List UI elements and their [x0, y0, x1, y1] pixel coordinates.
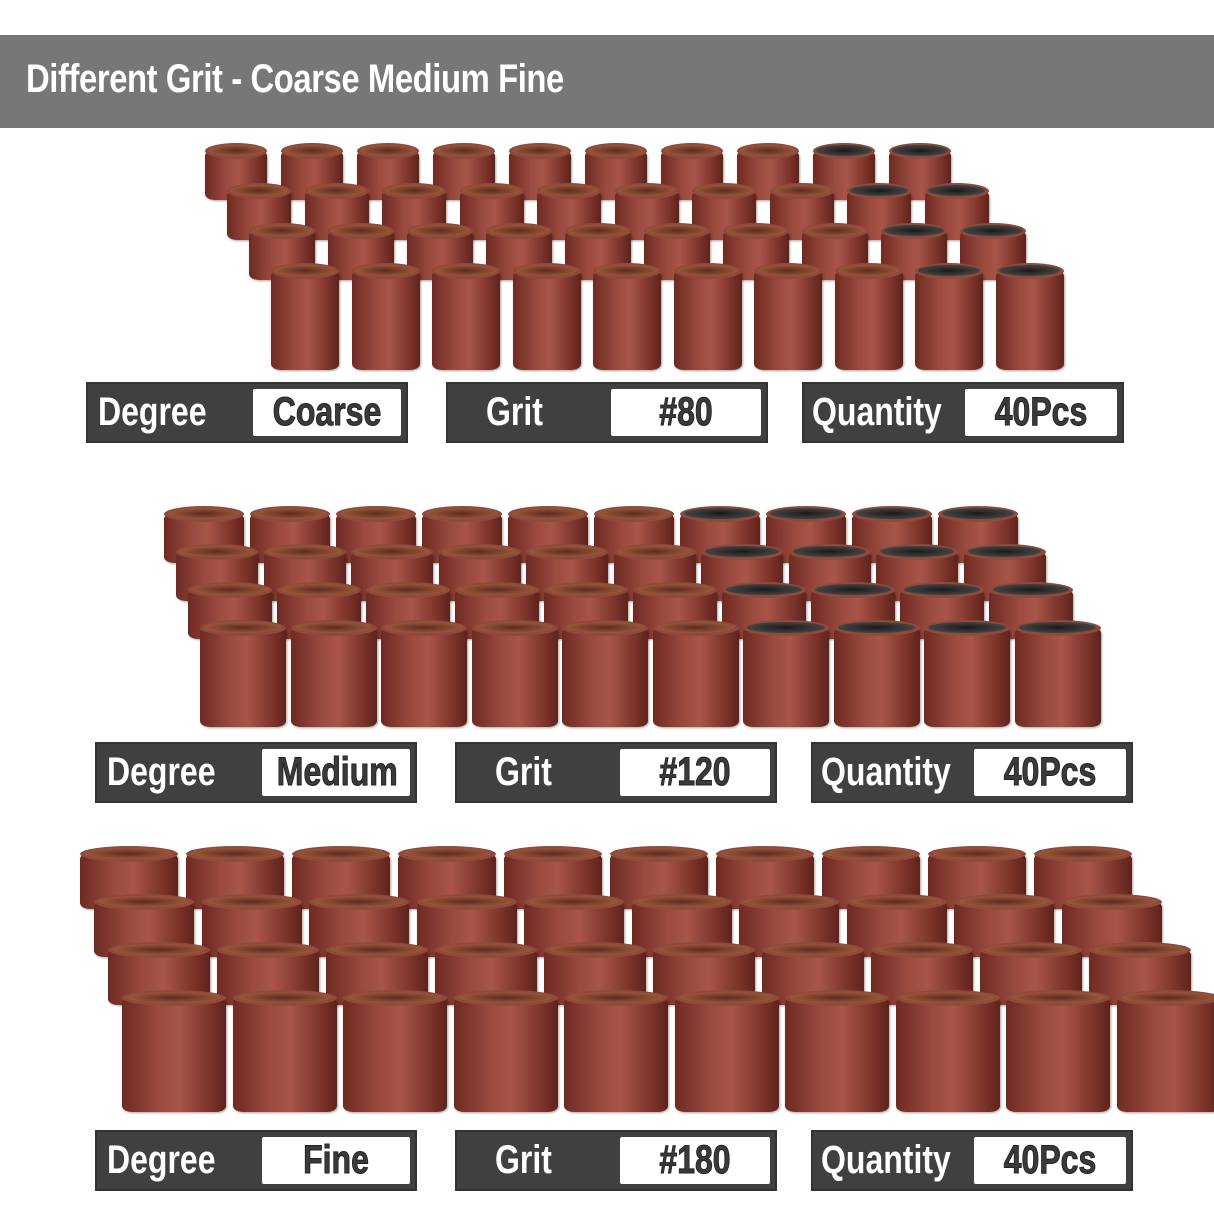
quantity-label: Quantity	[821, 750, 951, 794]
quantity-value-box: 40Pcs	[974, 749, 1126, 796]
quantity-value: 40Pcs	[994, 390, 1088, 435]
sanding-sleeve	[200, 620, 286, 727]
sanding-sleeve	[785, 990, 889, 1112]
grit-label-box: Grit #80	[446, 382, 768, 443]
degree-label: Degree	[107, 750, 216, 794]
grit-value-box: #80	[611, 389, 761, 436]
degree-value-box: Coarse	[253, 389, 401, 436]
degree-label: Degree	[107, 1138, 216, 1182]
grit-label: Grit	[486, 390, 543, 434]
sanding-sleeve	[381, 620, 467, 727]
sanding-sleeve	[834, 263, 903, 370]
degree-value: Medium	[276, 750, 398, 795]
sanding-sleeve	[1014, 620, 1101, 727]
grit-label-box: Grit #180	[455, 1130, 777, 1191]
sanding-sleeve	[754, 263, 822, 370]
quantity-label-box: Quantity 40Pcs	[811, 742, 1133, 803]
degree-label: Degree	[98, 390, 207, 434]
sanding-sleeve	[351, 263, 420, 370]
sanding-sleeve	[232, 990, 337, 1112]
degree-label-box: Degree Fine	[95, 1130, 417, 1191]
degree-value: Coarse	[272, 390, 382, 435]
degree-value-box: Fine	[262, 1137, 410, 1184]
degree-label-box: Degree Medium	[95, 742, 417, 803]
quantity-value-box: 40Pcs	[974, 1137, 1126, 1184]
sanding-sleeve	[564, 990, 668, 1112]
sanding-sleeve	[652, 620, 739, 727]
grit-value: #180	[659, 1138, 731, 1183]
sanding-sleeve	[512, 263, 581, 370]
sanding-sleeve	[290, 620, 377, 727]
sanding-sleeve	[432, 263, 500, 370]
sanding-sleeve	[343, 990, 447, 1112]
quantity-label: Quantity	[812, 390, 942, 434]
sanding-sleeve	[673, 263, 742, 370]
quantity-label-box: Quantity 40Pcs	[802, 382, 1124, 443]
quantity-value-box: 40Pcs	[965, 389, 1117, 436]
grit-label-box: Grit #120	[455, 742, 777, 803]
sanding-sleeve	[915, 263, 983, 370]
title-bar: Different Grit - Coarse Medium Fine	[0, 35, 1214, 128]
sanding-sleeve	[995, 263, 1064, 370]
grit-value-box: #120	[620, 749, 770, 796]
quantity-label: Quantity	[821, 1138, 951, 1182]
sanding-sleeve	[743, 620, 829, 727]
grit-value-box: #180	[620, 1137, 770, 1184]
sanding-sleeve	[593, 263, 661, 370]
quantity-label-box: Quantity 40Pcs	[811, 1130, 1133, 1191]
sanding-sleeve	[471, 620, 558, 727]
sanding-sleeve	[562, 620, 648, 727]
degree-value: Fine	[303, 1138, 370, 1183]
grit-value: #120	[659, 750, 731, 795]
sanding-sleeve	[674, 990, 779, 1112]
grit-label: Grit	[495, 750, 552, 794]
degree-value-box: Medium	[262, 749, 410, 796]
grit-label: Grit	[495, 1138, 552, 1182]
sanding-sleeve	[453, 990, 558, 1112]
grit-value: #80	[659, 390, 713, 435]
degree-label-box: Degree Coarse	[86, 382, 408, 443]
sanding-sleeve	[328, 223, 394, 280]
quantity-value: 40Pcs	[1003, 1138, 1097, 1183]
sanding-sleeve	[271, 263, 339, 370]
sanding-sleeve	[924, 620, 1010, 727]
title: Different Grit - Coarse Medium Fine	[26, 57, 564, 101]
sanding-sleeve	[833, 620, 920, 727]
sanding-sleeve	[895, 990, 1000, 1112]
quantity-value: 40Pcs	[1003, 750, 1097, 795]
sanding-sleeve	[122, 990, 226, 1112]
sanding-sleeve	[1116, 990, 1214, 1112]
sanding-sleeve	[416, 894, 517, 957]
sanding-sleeve	[1006, 990, 1110, 1112]
